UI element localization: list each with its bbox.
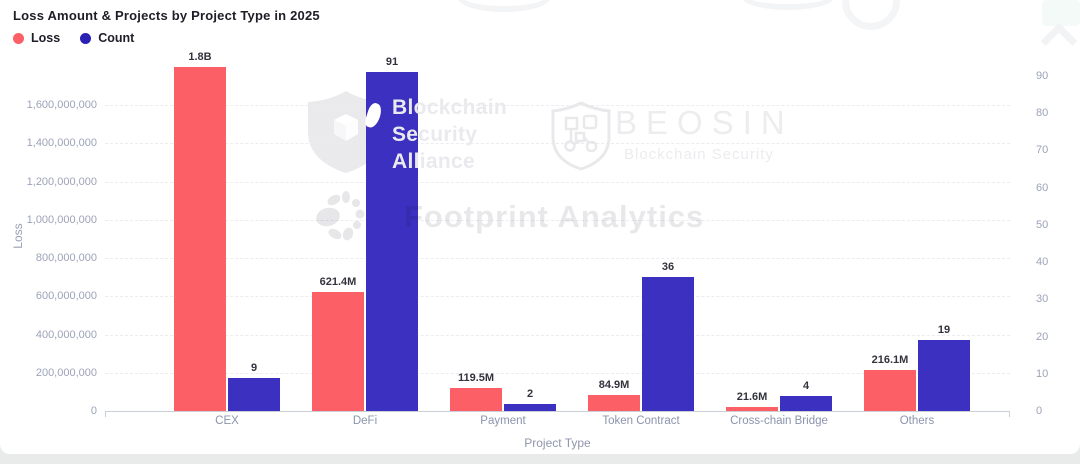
bar-value-label: 621.4M <box>319 276 357 289</box>
bar-value-label: 216.1M <box>871 353 909 366</box>
bar-value-label: 1.8B <box>188 50 212 63</box>
bar-value-label: 91 <box>385 56 399 69</box>
gridline <box>105 219 1010 221</box>
bar-value-label: 21.6M <box>736 390 768 403</box>
gridline <box>105 143 1010 145</box>
bar-count-cross-chain-bridge[interactable] <box>780 396 832 411</box>
y-axis-tick-right: 50 <box>1036 218 1049 231</box>
x-axis-title: Project Type <box>524 436 591 450</box>
y-axis-tick-left: 400,000,000 <box>35 328 97 341</box>
bar-loss-cross-chain-bridge[interactable] <box>726 406 778 411</box>
y-axis-tick-left: 600,000,000 <box>35 290 97 303</box>
x-axis-line <box>105 411 1010 412</box>
bar-loss-payment[interactable] <box>450 388 502 411</box>
x-axis-label-defi: DeFi <box>352 415 378 427</box>
y-axis-tick-left: 1,200,000,000 <box>26 175 97 188</box>
y-axis-tick-right: 80 <box>1036 107 1049 120</box>
bar-loss-others[interactable] <box>864 369 916 411</box>
watermark-bsa-line3: Alliance <box>392 150 475 173</box>
bar-loss-cex[interactable] <box>174 66 226 411</box>
bar-count-payment[interactable] <box>504 403 556 411</box>
bar-count-token-contract[interactable] <box>642 277 694 411</box>
legend-loss-label: Loss <box>31 31 61 45</box>
watermark-bsa-text: Blockchain Security Alliance <box>392 94 507 175</box>
bsa-shield-icon <box>308 91 384 173</box>
y-axis-tick-right: 40 <box>1036 256 1049 269</box>
bar-value-label: 4 <box>802 380 810 393</box>
plot-area: 0 200,000,000 400,000,000 600,000,000 800,00… <box>26 50 1049 427</box>
legend-loss-dot-icon <box>13 32 24 44</box>
x-axis-label-cross-chain-bridge: Cross-chain Bridge <box>730 415 828 427</box>
x-axis-end-tick <box>105 411 106 417</box>
watermark-footprint-text: Footprint Analytics <box>404 199 705 234</box>
y-axis-tick-right: 20 <box>1036 330 1049 343</box>
y-axis-tick-right: 60 <box>1036 181 1049 194</box>
x-axis-label-token-contract: Token Contract <box>602 415 680 427</box>
watermark-bsa-line1: Blockchain <box>392 96 508 119</box>
y-axis-tick-left: 1,400,000,000 <box>26 137 97 150</box>
chart-title: Loss Amount & Projects by Project Type i… <box>13 8 320 23</box>
bar-loss-defi[interactable] <box>312 292 364 411</box>
y-axis-tick-left: 1,000,000,000 <box>26 213 97 226</box>
y-axis-tick-right: 0 <box>1036 405 1043 417</box>
bar-count-cex[interactable] <box>228 377 280 411</box>
x-axis-label-cex: CEX <box>215 415 239 427</box>
bar-count-defi[interactable] <box>366 72 418 411</box>
y-axis-tick-left: 800,000,000 <box>35 252 97 264</box>
y-axis-tick-right: 30 <box>1036 293 1049 306</box>
bar-value-label: 19 <box>937 324 951 337</box>
gridline <box>105 105 1010 106</box>
bar-count-others[interactable] <box>918 340 970 411</box>
y-axis-tick-left: 1,600,000,000 <box>26 99 97 111</box>
y-axis-title: Loss <box>11 223 25 249</box>
gridline <box>105 372 1010 374</box>
chart-card: Loss Amount & Projects by Project Type i… <box>0 0 1080 454</box>
bar-loss-token-contract[interactable] <box>588 394 640 411</box>
x-axis-label-payment: Payment <box>480 415 526 427</box>
legend-item-count[interactable]: Count <box>80 31 134 45</box>
gridline <box>105 296 1010 298</box>
watermark-bsa-line2: Security <box>392 123 478 146</box>
footprint-logo-icon <box>316 191 365 241</box>
beosin-shield-icon <box>551 101 611 171</box>
watermark-beosin-title: BEOSIN <box>615 104 794 141</box>
page-background-strip <box>0 454 1080 464</box>
legend: Loss Count <box>13 31 134 45</box>
legend-count-dot-icon <box>80 32 92 44</box>
gridline <box>105 258 1010 259</box>
legend-item-loss[interactable]: Loss <box>13 31 60 45</box>
gridline <box>105 334 1010 336</box>
watermark-beosin-subtitle: Blockchain Security <box>624 146 774 163</box>
bar-value-label: 84.9M <box>598 378 630 391</box>
y-axis-tick-right: 10 <box>1036 367 1049 380</box>
x-axis-label-others: Others <box>899 415 935 427</box>
legend-count-label: Count <box>98 31 135 45</box>
y-axis-tick-left: 200,000,000 <box>35 366 97 379</box>
y-axis-tick-right: 70 <box>1036 144 1049 157</box>
bar-value-label: 119.5M <box>457 372 495 385</box>
bar-value-label: 2 <box>526 387 534 400</box>
bar-value-label: 9 <box>250 361 258 374</box>
gridline <box>105 181 1010 183</box>
x-axis-end-tick <box>1009 411 1010 417</box>
y-axis-tick-right: 90 <box>1036 70 1049 82</box>
y-axis-tick-left: 0 <box>90 405 97 417</box>
bar-value-label: 36 <box>661 261 675 273</box>
